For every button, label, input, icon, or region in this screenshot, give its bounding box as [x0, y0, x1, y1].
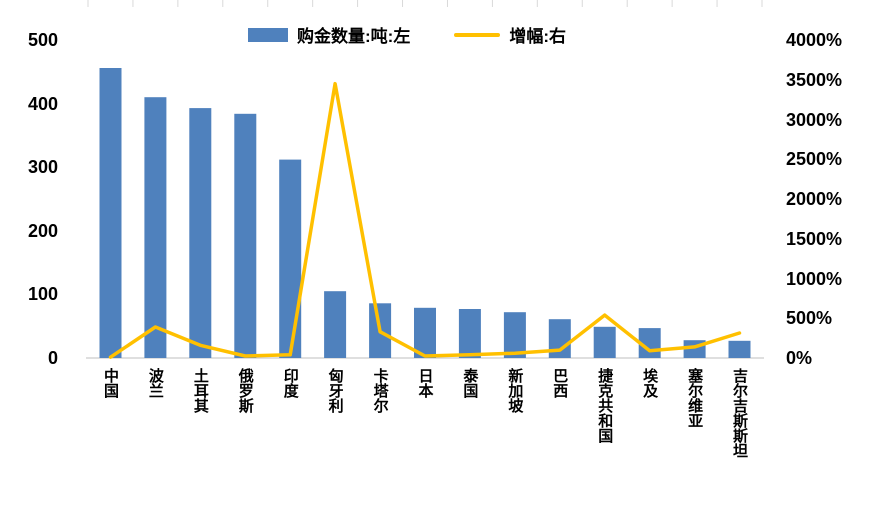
left-axis-tick-label: 100: [27, 284, 58, 305]
legend-item-line-series: 增幅:右: [454, 22, 566, 47]
right-axis-tick-label: 3000%: [786, 109, 843, 130]
x-axis-label: 中国: [101, 368, 119, 398]
x-axis-label: 土耳其: [191, 368, 209, 413]
x-axis-label: 波兰: [146, 368, 164, 398]
x-axis-label: 俄罗斯: [236, 368, 254, 413]
x-axis-label: 匈牙利: [326, 368, 344, 413]
chart-legend: 购金数量:吨:左 增幅:右: [248, 22, 566, 47]
right-axis-tick-label: 2500%: [786, 149, 843, 170]
x-axis-label: 吉尔吉斯斯坦: [731, 368, 749, 458]
x-axis-label: 卡塔尔: [371, 368, 389, 413]
right-axis-tick-label: 0%: [786, 348, 813, 368]
line-series-swatch-icon: [454, 32, 501, 37]
x-axis-label: 新加坡: [506, 368, 524, 413]
x-axis-label: 泰国: [461, 368, 479, 398]
bar-series-swatch-icon: [248, 27, 288, 42]
line-series-label: 增幅:右: [509, 27, 566, 46]
legend-item-bar-series: 购金数量:吨:左: [248, 22, 410, 47]
bar: [144, 97, 167, 358]
right-axis-tick-label: 2000%: [786, 189, 843, 209]
right-axis-tick-label: 3500%: [786, 69, 843, 90]
left-axis-tick-label: 400: [27, 93, 58, 114]
right-axis-tick-label: 1000%: [786, 268, 843, 289]
right-axis-tick-label: 4000%: [786, 30, 843, 50]
trend-line: [108, 81, 742, 359]
right-axis-tick-label: 500%: [786, 308, 833, 329]
bar: [593, 326, 616, 358]
bar-series-label: 购金数量:吨:左: [297, 27, 411, 46]
right-axis-tick-label: 1500%: [786, 228, 843, 249]
x-axis-label: 埃及: [641, 368, 659, 398]
left-axis-tick-label: 0: [47, 348, 58, 368]
bar: [503, 312, 526, 358]
bar: [728, 340, 751, 358]
bar: [234, 113, 257, 358]
left-axis-tick-label: 200: [27, 220, 58, 241]
bar: [458, 309, 481, 358]
bar: [279, 159, 302, 358]
left-axis-tick-label: 300: [27, 157, 58, 178]
bar: [189, 108, 212, 358]
left-axis-tick-label: 500: [27, 30, 58, 50]
bar: [99, 68, 122, 358]
x-axis-label: 捷克共和国: [596, 368, 614, 443]
bar: [324, 291, 347, 358]
bar: [548, 319, 571, 358]
x-axis-label: 印度: [281, 368, 299, 398]
bar: [414, 307, 436, 358]
x-axis-label: 日本: [416, 368, 434, 398]
x-axis-label: 塞尔维亚: [686, 368, 704, 428]
x-axis-label: 巴西: [551, 368, 569, 398]
